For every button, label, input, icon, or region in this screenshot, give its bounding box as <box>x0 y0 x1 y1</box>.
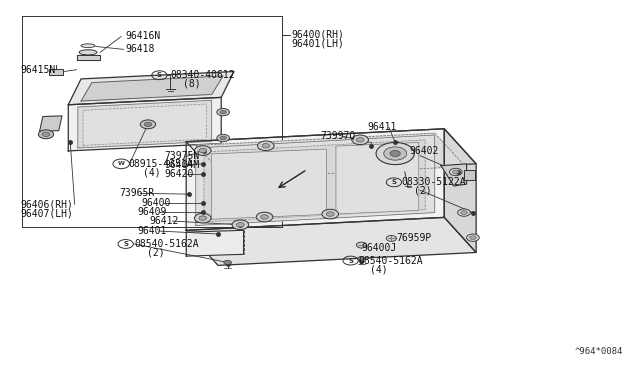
Circle shape <box>461 211 467 214</box>
Text: 08540-5162A: 08540-5162A <box>358 256 423 266</box>
Text: W: W <box>118 161 125 166</box>
Text: 08915-4351A: 08915-4351A <box>129 159 193 169</box>
Polygon shape <box>204 140 425 222</box>
Text: 96415N: 96415N <box>20 65 56 75</box>
Polygon shape <box>186 217 476 265</box>
Circle shape <box>387 235 396 241</box>
Polygon shape <box>186 129 476 177</box>
Polygon shape <box>68 71 234 105</box>
Circle shape <box>199 216 207 220</box>
Text: 76959P: 76959P <box>396 233 432 243</box>
Circle shape <box>356 138 364 142</box>
Text: (8): (8) <box>183 78 200 89</box>
Circle shape <box>257 141 274 151</box>
Text: 96407(LH): 96407(LH) <box>20 209 74 219</box>
Text: 96416N: 96416N <box>125 32 161 41</box>
Polygon shape <box>212 149 326 219</box>
Text: S: S <box>157 72 162 78</box>
Circle shape <box>449 168 462 176</box>
Text: 73997Q: 73997Q <box>320 131 355 141</box>
Circle shape <box>199 148 207 153</box>
Circle shape <box>224 260 232 264</box>
Circle shape <box>390 151 400 157</box>
Circle shape <box>358 257 365 261</box>
Circle shape <box>217 134 230 142</box>
Text: 08330-5122A: 08330-5122A <box>401 177 466 187</box>
Circle shape <box>256 212 273 222</box>
Circle shape <box>232 220 248 230</box>
Text: 96420: 96420 <box>164 169 193 179</box>
Text: 96411: 96411 <box>368 122 397 132</box>
Polygon shape <box>83 104 207 145</box>
Polygon shape <box>186 230 244 256</box>
Bar <box>49 69 63 75</box>
Text: 96401(LH): 96401(LH) <box>291 38 344 48</box>
Circle shape <box>356 242 367 248</box>
Ellipse shape <box>79 50 97 55</box>
Text: 96400: 96400 <box>141 198 171 208</box>
Text: 96402: 96402 <box>409 146 438 156</box>
Polygon shape <box>441 164 467 186</box>
Circle shape <box>458 209 470 216</box>
Text: S: S <box>392 179 396 185</box>
Text: (2): (2) <box>414 186 432 196</box>
Polygon shape <box>68 97 221 151</box>
Text: 96418: 96418 <box>125 44 155 54</box>
Circle shape <box>326 212 334 216</box>
Circle shape <box>195 213 211 223</box>
Polygon shape <box>196 135 435 225</box>
Text: 96409: 96409 <box>137 207 166 217</box>
Circle shape <box>42 132 50 137</box>
Text: S: S <box>123 241 128 247</box>
Text: (4): (4) <box>370 264 387 274</box>
Circle shape <box>452 170 459 174</box>
Text: 96400(RH): 96400(RH) <box>291 30 344 40</box>
Polygon shape <box>336 142 419 214</box>
Polygon shape <box>77 55 100 61</box>
Circle shape <box>260 215 268 219</box>
Circle shape <box>144 122 152 126</box>
Polygon shape <box>40 116 62 131</box>
Text: (2): (2) <box>147 247 164 257</box>
Circle shape <box>220 110 227 114</box>
Text: (4): (4) <box>143 167 161 177</box>
Circle shape <box>262 144 269 148</box>
Polygon shape <box>186 129 444 230</box>
Circle shape <box>38 130 54 139</box>
Text: 96406(RH): 96406(RH) <box>20 199 74 209</box>
Polygon shape <box>78 100 212 148</box>
Circle shape <box>384 147 406 160</box>
Circle shape <box>140 120 156 129</box>
Circle shape <box>237 222 244 227</box>
Bar <box>464 170 476 180</box>
Polygon shape <box>196 133 465 179</box>
Polygon shape <box>444 129 476 253</box>
Text: ^964*0084: ^964*0084 <box>574 347 623 356</box>
Text: 96401: 96401 <box>137 226 166 236</box>
Text: 08540-5162A: 08540-5162A <box>134 239 198 249</box>
Circle shape <box>467 234 479 241</box>
Text: 96404M: 96404M <box>164 160 199 170</box>
Circle shape <box>470 236 476 240</box>
Circle shape <box>352 135 369 145</box>
Circle shape <box>217 109 230 116</box>
Text: 73965R: 73965R <box>119 188 154 198</box>
Circle shape <box>220 136 227 140</box>
Text: 96400J: 96400J <box>362 243 397 253</box>
Ellipse shape <box>81 44 95 48</box>
Text: 08340-40612: 08340-40612 <box>170 70 235 80</box>
Text: 73975N: 73975N <box>164 151 199 161</box>
Text: 96412: 96412 <box>150 216 179 226</box>
Circle shape <box>376 142 414 164</box>
Circle shape <box>322 209 339 219</box>
Circle shape <box>195 146 211 155</box>
Polygon shape <box>81 76 223 101</box>
Text: S: S <box>348 257 353 264</box>
